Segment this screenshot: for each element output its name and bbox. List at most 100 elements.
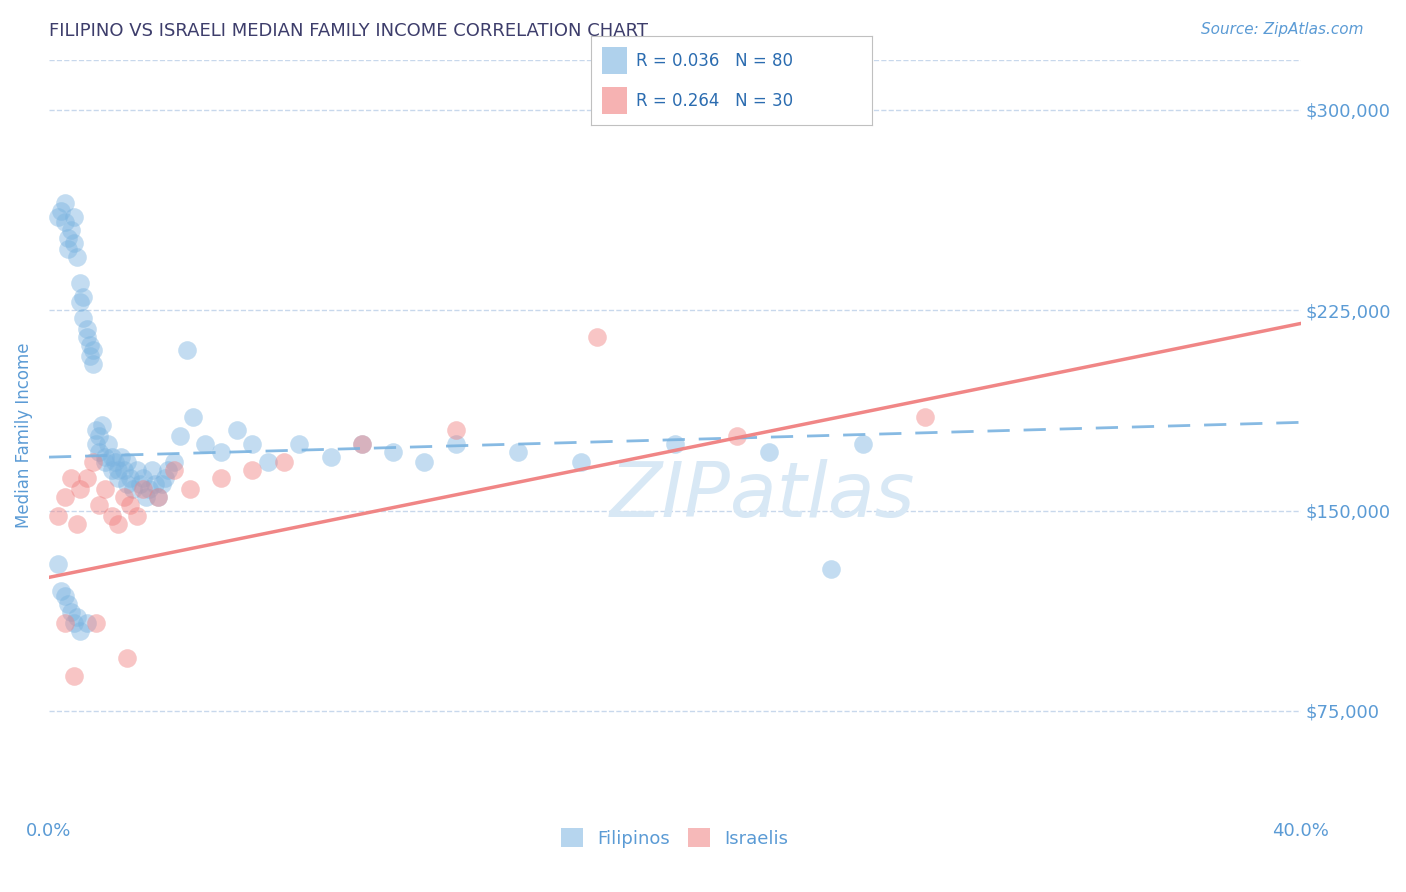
Point bbox=[120, 498, 142, 512]
Point bbox=[107, 516, 129, 531]
Point bbox=[76, 322, 98, 336]
Point bbox=[181, 410, 204, 425]
Point bbox=[48, 557, 70, 571]
Point bbox=[179, 482, 201, 496]
Point bbox=[82, 357, 104, 371]
Point bbox=[87, 498, 110, 512]
Point bbox=[94, 450, 117, 464]
Point bbox=[94, 455, 117, 469]
Point bbox=[48, 210, 70, 224]
Point bbox=[288, 436, 311, 450]
Point bbox=[508, 444, 530, 458]
Point bbox=[156, 463, 179, 477]
Point bbox=[209, 444, 232, 458]
Point bbox=[115, 476, 138, 491]
Point bbox=[59, 223, 82, 237]
Point bbox=[82, 455, 104, 469]
Point bbox=[84, 423, 107, 437]
Point bbox=[125, 508, 148, 523]
Point bbox=[444, 423, 467, 437]
Point bbox=[79, 349, 101, 363]
Point bbox=[87, 444, 110, 458]
Point bbox=[148, 490, 170, 504]
Point bbox=[56, 231, 79, 245]
Text: R = 0.036   N = 80: R = 0.036 N = 80 bbox=[636, 52, 793, 70]
Point bbox=[56, 597, 79, 611]
Point bbox=[84, 615, 107, 630]
Point bbox=[150, 476, 173, 491]
Point bbox=[758, 444, 780, 458]
Point bbox=[66, 250, 89, 264]
Point bbox=[100, 463, 122, 477]
Point bbox=[225, 423, 247, 437]
Point bbox=[100, 450, 122, 464]
Point bbox=[72, 311, 94, 326]
Point bbox=[84, 436, 107, 450]
Point bbox=[444, 436, 467, 450]
Point bbox=[257, 455, 280, 469]
Point bbox=[132, 482, 155, 496]
Point bbox=[76, 471, 98, 485]
Y-axis label: Median Family Income: Median Family Income bbox=[15, 343, 32, 528]
Point bbox=[79, 338, 101, 352]
Point bbox=[48, 508, 70, 523]
Point bbox=[725, 428, 748, 442]
Point bbox=[141, 463, 163, 477]
Point bbox=[240, 463, 263, 477]
Point bbox=[115, 455, 138, 469]
Point bbox=[91, 418, 114, 433]
Text: FILIPINO VS ISRAELI MEDIAN FAMILY INCOME CORRELATION CHART: FILIPINO VS ISRAELI MEDIAN FAMILY INCOME… bbox=[49, 22, 648, 40]
Point bbox=[194, 436, 217, 450]
Point bbox=[66, 516, 89, 531]
Point bbox=[59, 471, 82, 485]
Point bbox=[66, 610, 89, 624]
Point bbox=[820, 562, 842, 576]
Point bbox=[120, 471, 142, 485]
Point bbox=[56, 242, 79, 256]
Point bbox=[69, 624, 91, 638]
Point bbox=[100, 508, 122, 523]
Point bbox=[153, 471, 176, 485]
Point bbox=[413, 455, 436, 469]
Text: R = 0.264   N = 30: R = 0.264 N = 30 bbox=[636, 92, 793, 110]
Point bbox=[76, 615, 98, 630]
Point bbox=[107, 471, 129, 485]
Point bbox=[273, 455, 295, 469]
Point bbox=[135, 490, 157, 504]
Point bbox=[122, 482, 145, 496]
Point bbox=[63, 210, 86, 224]
Point bbox=[125, 463, 148, 477]
Point bbox=[163, 463, 186, 477]
Point bbox=[72, 290, 94, 304]
Point bbox=[163, 455, 186, 469]
Point bbox=[112, 463, 135, 477]
Point bbox=[53, 490, 76, 504]
Point bbox=[350, 436, 373, 450]
Point bbox=[319, 450, 342, 464]
Point bbox=[59, 605, 82, 619]
Point bbox=[69, 482, 91, 496]
Point bbox=[115, 650, 138, 665]
Point bbox=[53, 615, 76, 630]
Point bbox=[169, 428, 191, 442]
Point bbox=[69, 295, 91, 310]
Point bbox=[97, 436, 120, 450]
Point bbox=[664, 436, 686, 450]
Point bbox=[63, 236, 86, 251]
Point bbox=[585, 330, 607, 344]
Point bbox=[209, 471, 232, 485]
Bar bbox=[602, 47, 627, 74]
Point bbox=[53, 589, 76, 603]
Point bbox=[63, 669, 86, 683]
Point bbox=[350, 436, 373, 450]
Point bbox=[148, 490, 170, 504]
Point bbox=[53, 196, 76, 211]
Point bbox=[851, 436, 873, 450]
Point bbox=[569, 455, 592, 469]
Point bbox=[87, 428, 110, 442]
Point bbox=[107, 463, 129, 477]
Point bbox=[138, 482, 160, 496]
Point bbox=[53, 215, 76, 229]
Point bbox=[132, 471, 155, 485]
Point bbox=[104, 455, 127, 469]
